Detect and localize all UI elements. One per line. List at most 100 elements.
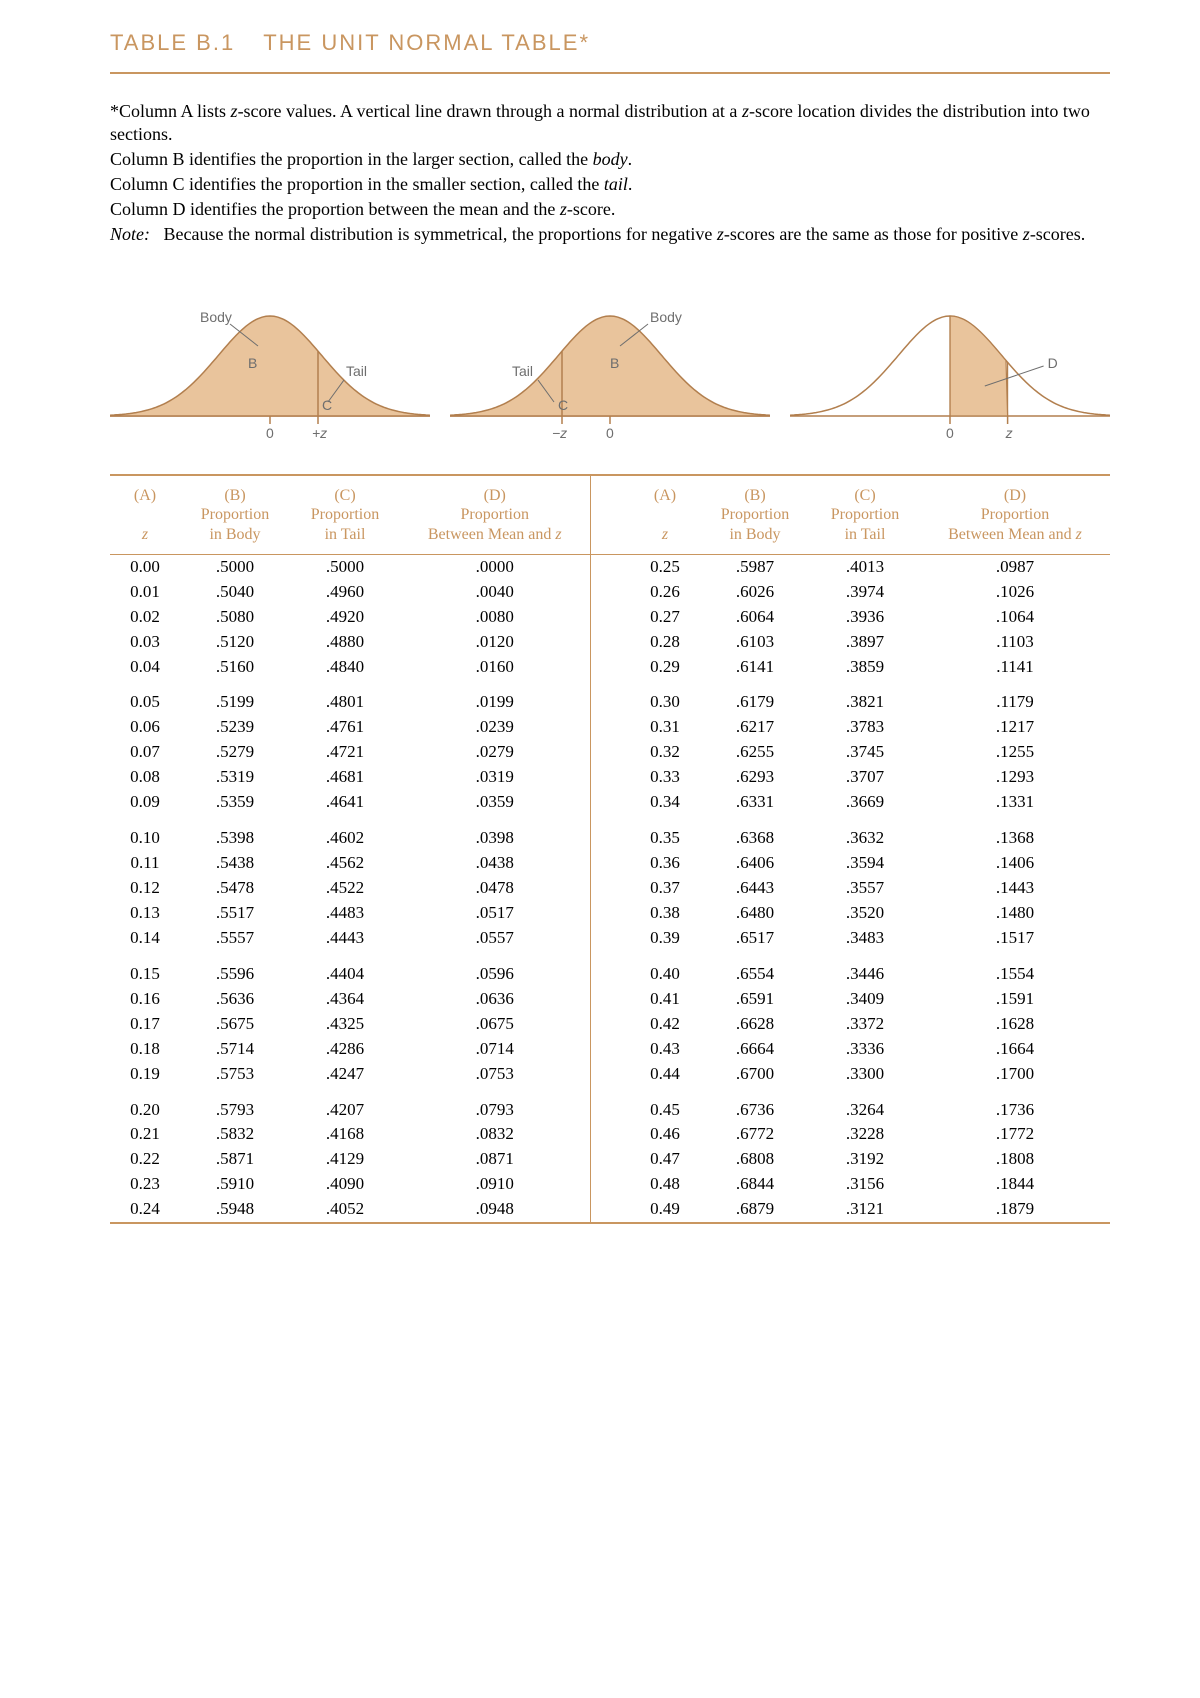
table-row: 0.06.5239.4761.02390.31.6217.3783.1217: [110, 715, 1110, 740]
table-cell: .6517: [700, 926, 810, 951]
table-cell: 0.32: [630, 740, 700, 765]
table-row: 0.15.5596.4404.05960.40.6554.3446.1554: [110, 951, 1110, 987]
table-cell: [590, 715, 630, 740]
intro-block: *Column A lists z-score values. A vertic…: [110, 100, 1110, 246]
table-cell: 0.15: [110, 951, 180, 987]
table-cell: .3783: [810, 715, 920, 740]
table-cell: .4602: [290, 815, 400, 851]
table-row: 0.12.5478.4522.04780.37.6443.3557.1443: [110, 876, 1110, 901]
table-cell: .6879: [700, 1197, 810, 1222]
table-cell: .1664: [920, 1037, 1110, 1062]
table-cell: .0987: [920, 554, 1110, 579]
table-cell: 0.19: [110, 1062, 180, 1087]
table-row: 0.03.5120.4880.01200.28.6103.3897.1103: [110, 630, 1110, 655]
table-cell: .4090: [290, 1172, 400, 1197]
table-row: 0.09.5359.4641.03590.34.6331.3669.1331: [110, 790, 1110, 815]
table-cell: .5596: [180, 951, 290, 987]
table-cell: .5199: [180, 679, 290, 715]
table-cell: .1700: [920, 1062, 1110, 1087]
table-cell: .3409: [810, 987, 920, 1012]
table-cell: 0.33: [630, 765, 700, 790]
intro-line-1: *Column A lists z-score values. A vertic…: [110, 100, 1110, 146]
table-cell: 0.43: [630, 1037, 700, 1062]
table-cell: 0.10: [110, 815, 180, 851]
table-row: 0.00.5000.5000.00000.25.5987.4013.0987: [110, 554, 1110, 579]
unit-normal-table: (A)z (B)Proportionin Body (C)Proportioni…: [110, 474, 1110, 1224]
col-C-right: (C)Proportionin Tail: [810, 476, 920, 554]
table-cell: .3669: [810, 790, 920, 815]
svg-text:B: B: [610, 355, 619, 371]
table-cell: [590, 815, 630, 851]
table-cell: .6179: [700, 679, 810, 715]
table-cell: .4443: [290, 926, 400, 951]
table-cell: .1368: [920, 815, 1110, 851]
table-row: 0.10.5398.4602.03980.35.6368.3632.1368: [110, 815, 1110, 851]
table-cell: .0832: [400, 1122, 590, 1147]
table-cell: .0120: [400, 630, 590, 655]
table-cell: .5438: [180, 851, 290, 876]
table-cell: .3821: [810, 679, 920, 715]
table-cell: .0040: [400, 580, 590, 605]
table-cell: .4960: [290, 580, 400, 605]
diagram-between: D0z: [790, 276, 1110, 446]
table-cell: .6026: [700, 580, 810, 605]
table-cell: [590, 1122, 630, 1147]
table-cell: 0.04: [110, 655, 180, 680]
svg-text:Tail: Tail: [512, 363, 533, 379]
table-cell: .6591: [700, 987, 810, 1012]
table-cell: [590, 1172, 630, 1197]
table-cell: [590, 655, 630, 680]
table-cell: 0.34: [630, 790, 700, 815]
table-cell: 0.47: [630, 1147, 700, 1172]
table-cell: 0.23: [110, 1172, 180, 1197]
col-D-right: (D)ProportionBetween Mean and z: [920, 476, 1110, 554]
table-cell: .5160: [180, 655, 290, 680]
table-cell: .4761: [290, 715, 400, 740]
table-cell: .4052: [290, 1197, 400, 1222]
table-cell: .0948: [400, 1197, 590, 1222]
table-cell: .0636: [400, 987, 590, 1012]
table-cell: 0.49: [630, 1197, 700, 1222]
table-cell: .4483: [290, 901, 400, 926]
table-row: 0.23.5910.4090.09100.48.6844.3156.1844: [110, 1172, 1110, 1197]
table-cell: 0.06: [110, 715, 180, 740]
table-cell: .6255: [700, 740, 810, 765]
table-cell: .5319: [180, 765, 290, 790]
table-cell: .3228: [810, 1122, 920, 1147]
table-cell: [590, 1012, 630, 1037]
table-cell: [590, 926, 630, 951]
table-cell: 0.02: [110, 605, 180, 630]
table-cell: .3300: [810, 1062, 920, 1087]
table-cell: .3446: [810, 951, 920, 987]
table-cell: 0.01: [110, 580, 180, 605]
table-cell: .1591: [920, 987, 1110, 1012]
table-cell: .3156: [810, 1172, 920, 1197]
table-cell: .0557: [400, 926, 590, 951]
table-cell: .0596: [400, 951, 590, 987]
table-cell: .1026: [920, 580, 1110, 605]
table-body: 0.00.5000.5000.00000.25.5987.4013.09870.…: [110, 554, 1110, 1222]
table-cell: .0714: [400, 1037, 590, 1062]
table-cell: .4207: [290, 1087, 400, 1123]
table-cell: .3974: [810, 580, 920, 605]
table-cell: .3483: [810, 926, 920, 951]
table-cell: .5120: [180, 630, 290, 655]
col-C-left: (C)Proportionin Tail: [290, 476, 400, 554]
table-cell: .0793: [400, 1087, 590, 1123]
table-cell: .4840: [290, 655, 400, 680]
table-cell: [590, 605, 630, 630]
table-cell: .5478: [180, 876, 290, 901]
page-title: TABLE B.1 THE UNIT NORMAL TABLE*: [110, 30, 1110, 66]
col-A-right: (A)z: [630, 476, 700, 554]
table-row: 0.13.5517.4483.05170.38.6480.3520.1480: [110, 901, 1110, 926]
table-cell: .6628: [700, 1012, 810, 1037]
svg-text:D: D: [1048, 355, 1058, 371]
table-cell: .4404: [290, 951, 400, 987]
table-cell: 0.13: [110, 901, 180, 926]
table-cell: .3264: [810, 1087, 920, 1123]
svg-text:Body: Body: [650, 309, 682, 325]
diagram-body-left: BodyBTailC−z0: [450, 276, 770, 446]
table-cell: 0.05: [110, 679, 180, 715]
table-cell: .6736: [700, 1087, 810, 1123]
svg-text:Tail: Tail: [346, 363, 367, 379]
